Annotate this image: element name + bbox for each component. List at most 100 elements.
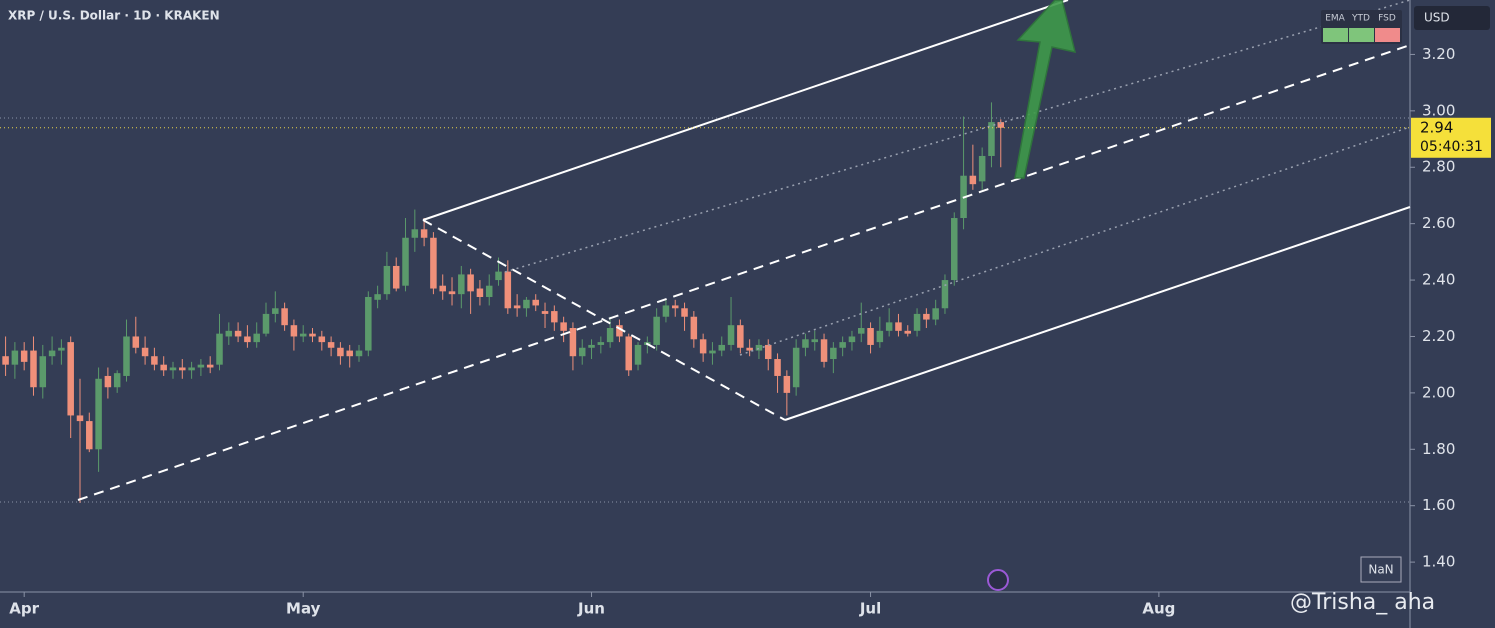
- last-price: 2.94: [1420, 118, 1453, 136]
- y-tick-label: 2.20: [1422, 327, 1455, 345]
- candle-body: [467, 274, 474, 292]
- candle-body: [625, 336, 632, 371]
- candle-body: [737, 325, 744, 348]
- candle-body: [420, 229, 428, 238]
- badge-label: EMA: [1325, 14, 1345, 24]
- candle-body: [709, 350, 716, 354]
- x-tick-label: Aug: [1142, 600, 1175, 618]
- arrow: [1014, 0, 1077, 179]
- event-icon[interactable]: [987, 569, 1009, 591]
- candle-body: [458, 274, 465, 295]
- chart-title: XRP / U.S. Dollar · 1D · KRAKEN: [8, 9, 220, 23]
- candle-body: [20, 350, 28, 362]
- candle-body: [951, 218, 958, 281]
- candle-body: [988, 122, 995, 156]
- candle-body: [485, 285, 493, 297]
- x-tick-label: May: [286, 600, 321, 618]
- badge-signal: [1323, 28, 1348, 42]
- candle-body: [857, 328, 865, 334]
- last-price-box: [1411, 117, 1491, 158]
- candle-body: [699, 339, 707, 354]
- candle-body: [58, 347, 65, 351]
- candle-body: [30, 350, 37, 388]
- candle-body: [86, 421, 93, 450]
- candle-body: [839, 342, 846, 348]
- candle-body: [504, 271, 512, 309]
- candle-body: [774, 359, 781, 376]
- candle-body: [141, 347, 149, 357]
- candle-body: [523, 299, 530, 309]
- drawings: [77, 0, 1411, 501]
- candle-body: [355, 350, 363, 357]
- candle-body: [39, 356, 47, 388]
- candle-body: [932, 308, 939, 320]
- candle-body: [662, 305, 670, 317]
- candle-body: [206, 364, 214, 368]
- candle-body: [327, 342, 335, 348]
- candle-body: [885, 322, 893, 331]
- candle-body: [681, 308, 688, 317]
- y-tick-label: 3.20: [1422, 45, 1455, 63]
- candle-body: [616, 325, 623, 337]
- candle-body: [299, 333, 307, 337]
- y-tick-label: 2.00: [1422, 383, 1455, 401]
- candle-body: [11, 350, 19, 365]
- candle-body: [830, 347, 837, 360]
- candle-body: [876, 330, 884, 343]
- candle-body: [671, 305, 679, 309]
- badge-label: YTD: [1351, 14, 1370, 24]
- candle-body: [690, 316, 698, 340]
- candle-body: [67, 342, 74, 416]
- candle-body: [653, 316, 660, 345]
- candle-body: [569, 328, 577, 357]
- candle-body: [411, 229, 419, 238]
- candle-body: [290, 325, 298, 337]
- candle-body: [923, 313, 930, 320]
- candle-body: [820, 339, 828, 362]
- na-label: NaN: [1368, 563, 1393, 577]
- candle-body: [225, 330, 233, 337]
- candle-body: [392, 265, 400, 289]
- watermark: @Trisha_ aha: [1290, 590, 1435, 615]
- candle-body: [402, 237, 409, 286]
- candle-body: [476, 288, 484, 297]
- candle-body: [606, 328, 614, 343]
- channel-lower: [784, 206, 1411, 421]
- candle-body: [811, 339, 819, 343]
- candle-body: [281, 308, 288, 326]
- candle-body: [727, 325, 735, 345]
- candle-body: [848, 336, 856, 343]
- candle-body: [123, 336, 130, 376]
- candle-body: [541, 311, 549, 314]
- candle-body: [262, 313, 270, 334]
- candle-body: [867, 328, 874, 345]
- candle-body: [179, 367, 186, 371]
- currency: USD: [1424, 11, 1450, 25]
- candle-body: [448, 291, 456, 295]
- candle-body: [941, 280, 949, 309]
- candle-body: [151, 356, 158, 365]
- candle-body: [634, 344, 642, 365]
- currency-box[interactable]: [1414, 6, 1490, 30]
- candle-body: [532, 299, 539, 306]
- candle-body: [513, 305, 521, 309]
- candle-body: [913, 313, 921, 331]
- candle-body: [383, 265, 391, 295]
- candle-body: [197, 364, 205, 368]
- channel-upper: [422, 0, 1069, 221]
- candle-body: [337, 347, 344, 357]
- candle-body: [346, 350, 353, 357]
- candle-body: [216, 333, 223, 365]
- channel-quarter-lower: [739, 126, 1411, 356]
- candle-body: [495, 271, 502, 281]
- y-tick-label: 2.40: [1422, 271, 1455, 289]
- candle-body: [969, 175, 977, 185]
- channel-median: [77, 44, 1411, 501]
- candle-body: [113, 373, 121, 388]
- candle-body: [430, 237, 437, 289]
- candle-body: [374, 294, 381, 300]
- candle-body: [48, 350, 56, 357]
- candle-body: [783, 375, 791, 393]
